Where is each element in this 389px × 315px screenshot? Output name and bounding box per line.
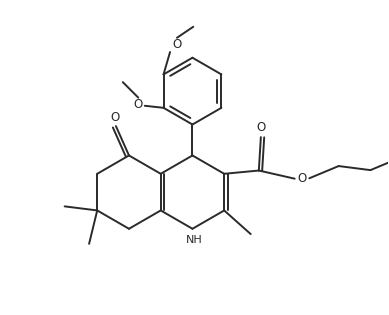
Text: O: O	[172, 38, 182, 51]
Text: O: O	[298, 172, 307, 185]
Text: O: O	[134, 98, 143, 111]
Text: NH: NH	[186, 235, 203, 245]
Text: O: O	[110, 111, 119, 124]
Text: O: O	[256, 121, 265, 134]
